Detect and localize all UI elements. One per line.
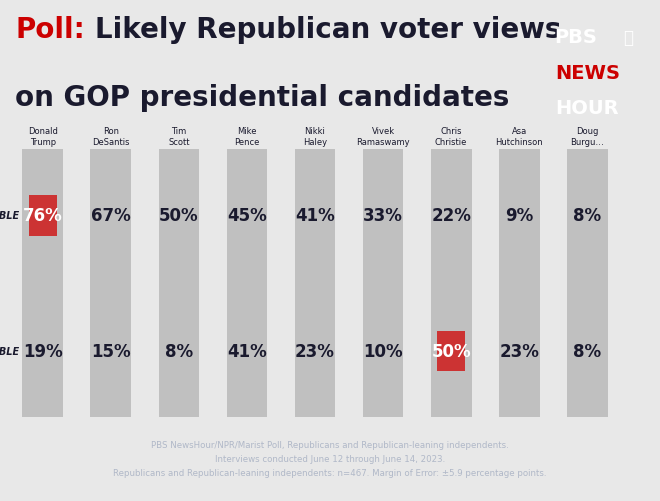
- Bar: [294, 150, 335, 418]
- Text: 15%: 15%: [91, 342, 131, 360]
- Bar: [437, 331, 465, 372]
- Bar: [431, 150, 471, 418]
- Text: Tim
Scott: Tim Scott: [168, 127, 189, 147]
- Text: 50%: 50%: [431, 342, 471, 360]
- Bar: [499, 150, 540, 418]
- Bar: [362, 150, 403, 418]
- Text: Chris
Christie: Chris Christie: [435, 127, 467, 147]
- Text: 33%: 33%: [363, 207, 403, 225]
- Text: PBS: PBS: [554, 29, 597, 48]
- Text: 76%: 76%: [23, 207, 63, 225]
- Text: Likely Republican voter views: Likely Republican voter views: [95, 16, 562, 44]
- Text: 10%: 10%: [363, 342, 403, 360]
- Text: NEWS: NEWS: [555, 64, 620, 83]
- Bar: [226, 150, 267, 418]
- Text: 67%: 67%: [91, 207, 131, 225]
- Text: HOUR: HOUR: [556, 99, 619, 118]
- Text: 23%: 23%: [295, 342, 335, 360]
- Text: Ron
DeSantis: Ron DeSantis: [92, 127, 129, 147]
- Bar: [567, 150, 608, 418]
- Text: 41%: 41%: [227, 342, 267, 360]
- Text: 19%: 19%: [23, 342, 63, 360]
- Text: 8%: 8%: [573, 207, 601, 225]
- Text: 9%: 9%: [505, 207, 533, 225]
- Text: 22%: 22%: [431, 207, 471, 225]
- Bar: [22, 150, 63, 418]
- Text: 50%: 50%: [159, 207, 199, 225]
- Text: 41%: 41%: [295, 207, 335, 225]
- Text: 45%: 45%: [227, 207, 267, 225]
- Text: on GOP presidential candidates: on GOP presidential candidates: [15, 84, 510, 112]
- Text: 8%: 8%: [165, 342, 193, 360]
- Text: Nikki
Haley: Nikki Haley: [303, 127, 327, 147]
- Bar: [90, 150, 131, 418]
- Text: UNFAVORABLE: UNFAVORABLE: [0, 346, 20, 356]
- Text: Poll:: Poll:: [15, 16, 85, 44]
- Bar: [28, 196, 57, 236]
- Text: FAVORABLE: FAVORABLE: [0, 211, 20, 221]
- Text: Donald
Trump: Donald Trump: [28, 127, 58, 147]
- Text: Ⓟ: Ⓟ: [623, 29, 633, 47]
- Text: Vivek
Ramaswamy: Vivek Ramaswamy: [356, 127, 410, 147]
- Text: Doug
Burgu…: Doug Burgu…: [570, 127, 604, 147]
- Text: PBS NewsHour/NPR/Marist Poll, Republicans and Republican-leaning independents.
I: PBS NewsHour/NPR/Marist Poll, Republican…: [114, 440, 546, 476]
- Bar: [158, 150, 199, 418]
- Text: Asa
Hutchinson: Asa Hutchinson: [496, 127, 543, 147]
- Text: 8%: 8%: [573, 342, 601, 360]
- Text: 23%: 23%: [499, 342, 539, 360]
- Text: Mike
Pence: Mike Pence: [234, 127, 259, 147]
